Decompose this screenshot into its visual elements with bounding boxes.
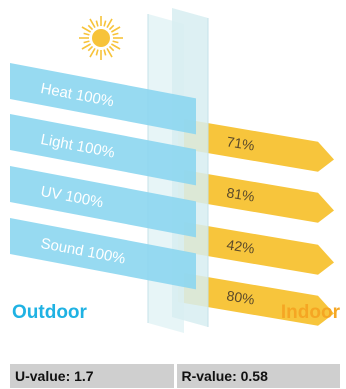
outgoing-arrow-label: 80% (226, 287, 256, 307)
incoming-beam (10, 63, 196, 135)
outgoing-arrow-label: 81% (226, 184, 256, 204)
sun-icon (79, 16, 123, 60)
incoming-beam (10, 166, 196, 238)
outgoing-arrow (178, 272, 334, 326)
incoming-beam (10, 114, 196, 186)
outgoing-arrow (178, 118, 334, 172)
incoming-beam (10, 218, 196, 290)
outgoing-arrow-label: 71% (226, 133, 256, 153)
u-value-cell: U-value: 1.7 (10, 364, 174, 388)
thermal-values-table: U-value: 1.7 R-value: 0.58 (10, 364, 340, 388)
outdoor-label: Outdoor (12, 302, 87, 323)
outgoing-arrow-label: 42% (226, 236, 256, 256)
indoor-label: Indoor (280, 302, 340, 323)
outgoing-arrow (178, 169, 334, 223)
r-value-cell: R-value: 0.58 (176, 364, 340, 388)
outgoing-arrow (178, 221, 334, 275)
